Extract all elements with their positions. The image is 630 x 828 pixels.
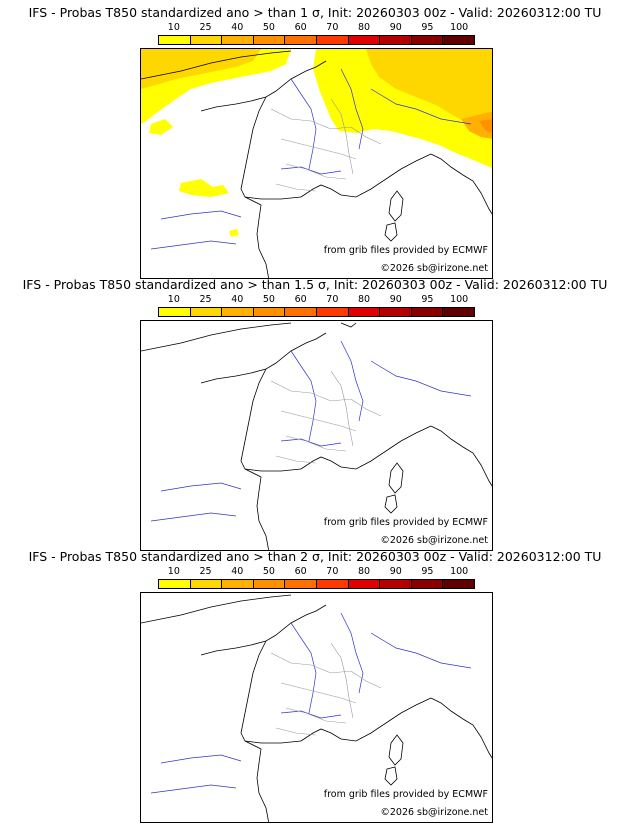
rivers	[150, 340, 472, 522]
colorbar-tick-label: 10	[167, 294, 180, 305]
colorbar-segment	[316, 36, 349, 44]
colorbar-segment	[348, 36, 381, 44]
colorbar-segment	[316, 580, 349, 588]
borders	[270, 98, 382, 192]
colorbar-segment	[285, 308, 317, 316]
colorbar-tick-label: 50	[262, 566, 275, 577]
colorbar-ticks: 10 25 40 50 60 70 80 90 95 100	[158, 294, 475, 306]
colorbar-tick-label: 70	[326, 566, 339, 577]
coastlines	[141, 50, 492, 278]
colorbar-tick-label: 40	[231, 566, 244, 577]
colorbar-tick-label: 100	[450, 566, 469, 577]
colorbar-ticks: 10 25 40 50 60 70 80 90 95 100	[158, 22, 475, 34]
colorbar-segment	[348, 580, 381, 588]
data-source-credit: from grib files provided by ECMWF	[323, 789, 488, 800]
colorbar-segment	[190, 308, 223, 316]
colorbar-segment	[190, 36, 223, 44]
rivers	[150, 612, 472, 794]
borders	[270, 642, 382, 736]
colorbar-segment	[285, 580, 317, 588]
colorbar-tick-label: 10	[167, 566, 180, 577]
colorbar-segment	[380, 36, 412, 44]
copyright-label: ©2026 sb@irizone.net	[380, 535, 488, 546]
colorbar-segment	[411, 36, 444, 44]
coastlines	[141, 594, 492, 822]
colorbar-segment	[380, 308, 412, 316]
map-panel-1-5-sigma: IFS - Probas T850 standardized ano > tha…	[0, 272, 630, 551]
colorbar-tick-label: 60	[294, 22, 307, 33]
colorbar-segment	[253, 308, 286, 316]
colorbar-tick-label: 80	[358, 22, 371, 33]
colorbar	[158, 307, 475, 317]
panel-title: IFS - Probas T850 standardized ano > tha…	[28, 549, 602, 564]
probability-map: from grib files provided by ECMWF ©2026 …	[140, 48, 493, 279]
colorbar-tick-label: 95	[421, 566, 434, 577]
data-source-credit: from grib files provided by ECMWF	[323, 245, 488, 256]
colorbar-tick-label: 10	[167, 22, 180, 33]
colorbar-tick-label: 60	[294, 566, 307, 577]
colorbar-segment	[190, 580, 223, 588]
colorbar-segment	[411, 580, 444, 588]
map-panel-2-sigma: IFS - Probas T850 standardized ano > tha…	[0, 544, 630, 823]
copyright-label: ©2026 sb@irizone.net	[380, 263, 488, 274]
colorbar-tick-label: 25	[199, 22, 212, 33]
colorbar-tick-label: 50	[262, 294, 275, 305]
colorbar-tick-label: 80	[358, 294, 371, 305]
colorbar-segment	[380, 580, 412, 588]
colorbar-segment	[222, 308, 254, 316]
data-source-credit: from grib files provided by ECMWF	[323, 517, 488, 528]
colorbar-tick-label: 40	[231, 22, 244, 33]
rivers	[150, 68, 472, 250]
colorbar-tick-label: 70	[326, 22, 339, 33]
colorbar-segment	[348, 308, 381, 316]
panel-title: IFS - Probas T850 standardized ano > tha…	[22, 277, 608, 292]
borders	[270, 370, 382, 464]
colorbar-tick-label: 90	[389, 566, 402, 577]
colorbar-segment	[443, 580, 474, 588]
colorbar-segment	[253, 580, 286, 588]
map-panel-1-sigma: IFS - Probas T850 standardized ano > tha…	[0, 0, 630, 279]
colorbar-tick-label: 50	[262, 22, 275, 33]
colorbar-tick-label: 95	[421, 294, 434, 305]
copyright-label: ©2026 sb@irizone.net	[380, 807, 488, 818]
colorbar-segment	[285, 36, 317, 44]
colorbar-tick-label: 25	[199, 294, 212, 305]
colorbar-tick-label: 90	[389, 22, 402, 33]
colorbar-segment	[222, 36, 254, 44]
panel-title: IFS - Probas T850 standardized ano > tha…	[28, 5, 602, 20]
colorbar-tick-label: 100	[450, 294, 469, 305]
colorbar-segment	[222, 580, 254, 588]
colorbar-tick-label: 40	[231, 294, 244, 305]
colorbar-tick-label: 90	[389, 294, 402, 305]
colorbar-segment	[443, 308, 474, 316]
probability-shading	[141, 49, 492, 237]
colorbar-segment	[316, 308, 349, 316]
colorbar-segment	[159, 308, 191, 316]
colorbar-tick-label: 70	[326, 294, 339, 305]
colorbar-segment	[159, 36, 191, 44]
probability-map: from grib files provided by ECMWF ©2026 …	[140, 320, 493, 551]
map-canvas	[141, 322, 492, 550]
map-canvas	[141, 594, 492, 822]
colorbar-tick-label: 60	[294, 294, 307, 305]
colorbar	[158, 579, 475, 589]
colorbar-segment	[253, 36, 286, 44]
probability-map: from grib files provided by ECMWF ©2026 …	[140, 592, 493, 823]
colorbar-segment	[159, 580, 191, 588]
colorbar-tick-label: 100	[450, 22, 469, 33]
map-canvas	[141, 49, 492, 278]
colorbar-ticks: 10 25 40 50 60 70 80 90 95 100	[158, 566, 475, 578]
colorbar-tick-label: 25	[199, 566, 212, 577]
colorbar-segment	[411, 308, 444, 316]
colorbar-tick-label: 80	[358, 566, 371, 577]
colorbar-tick-label: 95	[421, 22, 434, 33]
coastlines	[141, 322, 492, 550]
colorbar-segment	[443, 36, 474, 44]
colorbar	[158, 35, 475, 45]
